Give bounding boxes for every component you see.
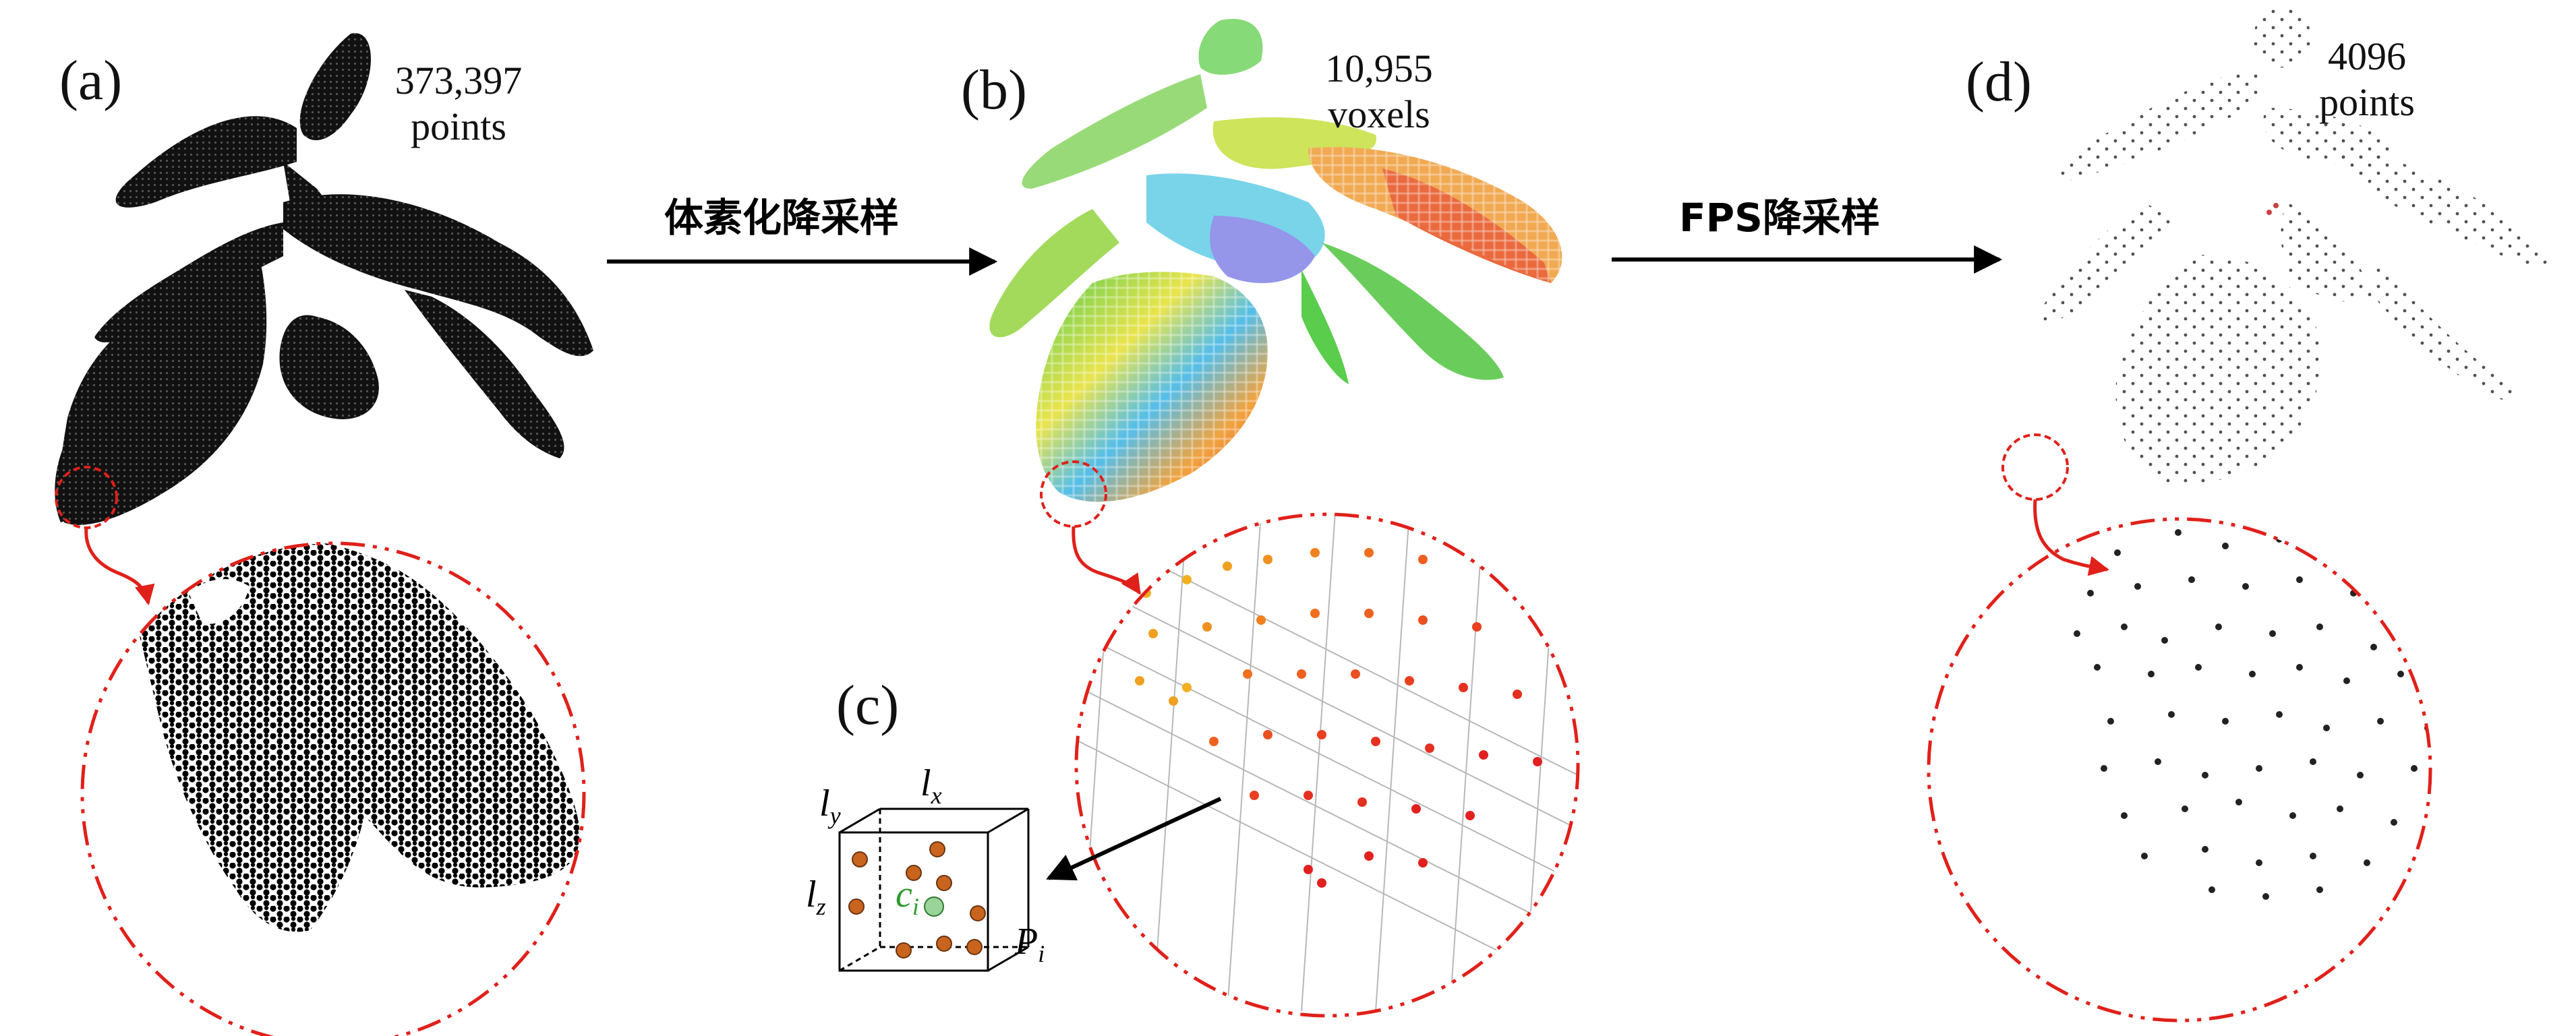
- label-ci: ci: [896, 874, 919, 920]
- panel-d-label: (d): [1966, 51, 2032, 113]
- panel-b-zoom-marker: [1040, 460, 1107, 528]
- panel-b-count-unit: voxels: [1328, 92, 1430, 137]
- panel-b-zoom-voxel-points: [1135, 548, 1542, 888]
- panel-d-count: 4096 points: [2289, 34, 2445, 126]
- fps-downsample-label: FPS降采样: [1679, 195, 1880, 241]
- panel-b-zoom-view: [1074, 512, 1580, 1018]
- panel-d-zoom-view: [1927, 517, 2432, 1023]
- label-ly: ly: [819, 783, 841, 829]
- label-lz: lz: [806, 874, 826, 920]
- panel-b-plant: [989, 19, 1562, 502]
- panel-a-label: (a): [59, 49, 123, 112]
- voxel-downsample-label: 体素化降采样: [664, 195, 900, 241]
- panel-a-count-unit: points: [411, 104, 506, 149]
- panel-d-zoom-connector: [2033, 499, 2109, 576]
- panel-a-zoom-circle: [80, 541, 586, 1036]
- panel-d-count-unit: points: [2319, 80, 2415, 125]
- panel-a-zoom-view: [80, 541, 586, 1036]
- voxel-center-point: [924, 896, 944, 917]
- panel-a-zoom-connector: [84, 527, 155, 605]
- panel-b-label: (b): [961, 59, 1027, 121]
- panel-a-plant: [55, 33, 593, 525]
- panel-c-voxel-cube: [838, 808, 1030, 972]
- panel-d-zoom-circle: [1927, 517, 2432, 1023]
- panel-d-plant: [2037, 6, 2554, 484]
- panel-c-voxel-points: [848, 841, 986, 958]
- panel-a-count: 373,397 points: [364, 58, 553, 150]
- panel-b-zoom-circle: [1074, 512, 1580, 1018]
- panel-b-count-value: 10,955: [1325, 47, 1433, 90]
- cube-front-face: [838, 831, 989, 972]
- panel-d-count-value: 4096: [2328, 34, 2406, 78]
- panel-b-zoom-connector: [1072, 526, 1142, 595]
- voxel-to-cube-arrow: [1046, 797, 1222, 881]
- label-lx: lx: [920, 762, 942, 809]
- panel-b-count: 10,955 voxels: [1291, 46, 1467, 138]
- label-pi: Pi: [1014, 921, 1045, 967]
- panel-d-zoom-marker: [2001, 433, 2069, 501]
- panel-d-zoom-points: [2074, 529, 2430, 900]
- panel-c-label: (c): [836, 674, 900, 737]
- panel-a-count-value: 373,397: [394, 59, 523, 102]
